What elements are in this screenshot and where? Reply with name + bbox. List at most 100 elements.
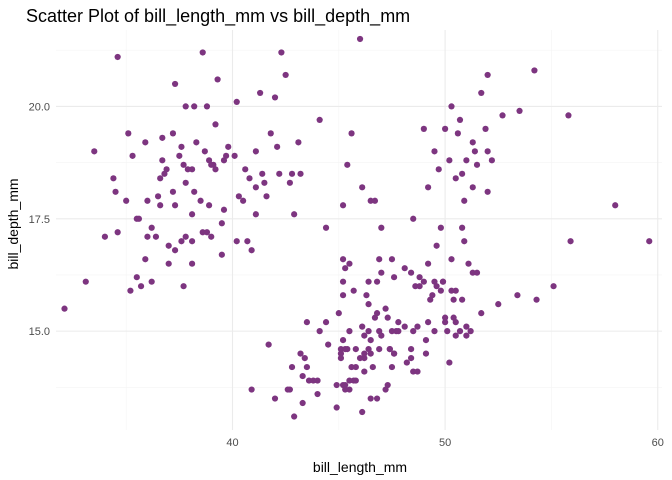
data-point — [197, 197, 204, 204]
data-point — [376, 346, 383, 353]
data-point — [401, 323, 408, 330]
data-point — [233, 238, 240, 245]
data-point — [412, 283, 419, 290]
data-point — [82, 278, 89, 285]
data-point — [203, 229, 211, 236]
data-point — [369, 363, 376, 371]
data-point — [450, 296, 457, 303]
data-point — [242, 166, 249, 173]
data-point — [182, 103, 189, 110]
data-point — [301, 354, 308, 362]
data-point — [478, 89, 485, 97]
data-point — [182, 179, 189, 186]
data-point — [297, 170, 304, 177]
data-point — [371, 197, 379, 204]
data-point — [112, 188, 119, 195]
data-point — [171, 202, 179, 209]
data-point — [159, 134, 166, 141]
data-point — [410, 215, 417, 222]
data-point — [414, 368, 421, 375]
data-point — [448, 103, 455, 110]
y-tick-label: 17.5 — [29, 214, 50, 226]
data-point — [646, 238, 653, 245]
data-point — [274, 143, 281, 150]
data-point — [135, 215, 143, 222]
data-point — [342, 381, 349, 389]
data-point — [246, 175, 253, 182]
data-point — [133, 274, 140, 281]
data-point — [388, 256, 396, 263]
data-point — [169, 188, 177, 195]
data-point — [299, 372, 306, 380]
data-point — [452, 287, 459, 294]
data-point — [450, 314, 457, 321]
data-point — [110, 175, 117, 182]
data-point — [337, 350, 345, 357]
data-point — [339, 256, 347, 263]
data-point — [178, 238, 185, 245]
data-point — [442, 319, 449, 326]
data-point — [456, 116, 464, 123]
data-point — [335, 310, 342, 317]
data-point — [129, 152, 136, 159]
data-point — [193, 139, 200, 146]
data-point — [337, 346, 345, 353]
data-point — [316, 328, 323, 335]
data-point — [361, 368, 368, 375]
data-point — [567, 238, 574, 245]
data-point — [373, 310, 381, 317]
data-point — [416, 274, 423, 281]
data-point — [178, 143, 185, 150]
data-point — [184, 166, 191, 173]
data-point — [469, 269, 476, 276]
data-point — [390, 274, 398, 281]
data-point — [303, 363, 311, 371]
data-point — [252, 148, 259, 155]
data-point — [612, 202, 619, 209]
data-point — [459, 224, 466, 231]
data-point — [199, 229, 206, 236]
data-point — [271, 94, 279, 101]
data-point — [282, 71, 289, 79]
data-point — [469, 184, 476, 191]
data-point — [333, 404, 340, 411]
data-point — [484, 188, 491, 195]
data-point — [376, 328, 383, 335]
data-point — [322, 224, 330, 231]
data-point — [286, 179, 293, 186]
data-point — [452, 175, 459, 182]
data-point — [442, 314, 449, 321]
data-point — [422, 350, 430, 357]
data-point — [414, 323, 421, 330]
data-point — [437, 224, 444, 231]
data-point — [465, 260, 472, 267]
data-point — [390, 350, 398, 357]
data-point — [446, 359, 453, 366]
y-axis-title: bill_depth_mm — [5, 178, 21, 269]
data-point — [363, 292, 370, 299]
data-point — [303, 319, 311, 326]
data-point — [373, 395, 381, 402]
data-point — [180, 283, 187, 290]
data-point — [144, 197, 151, 204]
data-point — [442, 125, 449, 132]
data-point — [101, 233, 109, 240]
data-point — [348, 363, 355, 371]
x-axis-ticks: 40 50 60 — [226, 437, 664, 449]
data-point — [471, 148, 478, 155]
data-point — [176, 152, 183, 159]
data-point — [148, 278, 155, 285]
data-point — [346, 377, 353, 384]
data-point — [310, 377, 317, 384]
data-point — [346, 260, 353, 267]
data-point — [446, 157, 453, 164]
data-point — [259, 170, 266, 177]
data-point — [267, 130, 274, 137]
data-point — [410, 328, 417, 335]
data-point — [276, 170, 283, 177]
y-tick-label: 15.0 — [29, 326, 50, 338]
data-point — [261, 179, 268, 186]
data-point — [233, 98, 240, 106]
data-point — [367, 350, 374, 357]
data-point — [212, 166, 219, 173]
